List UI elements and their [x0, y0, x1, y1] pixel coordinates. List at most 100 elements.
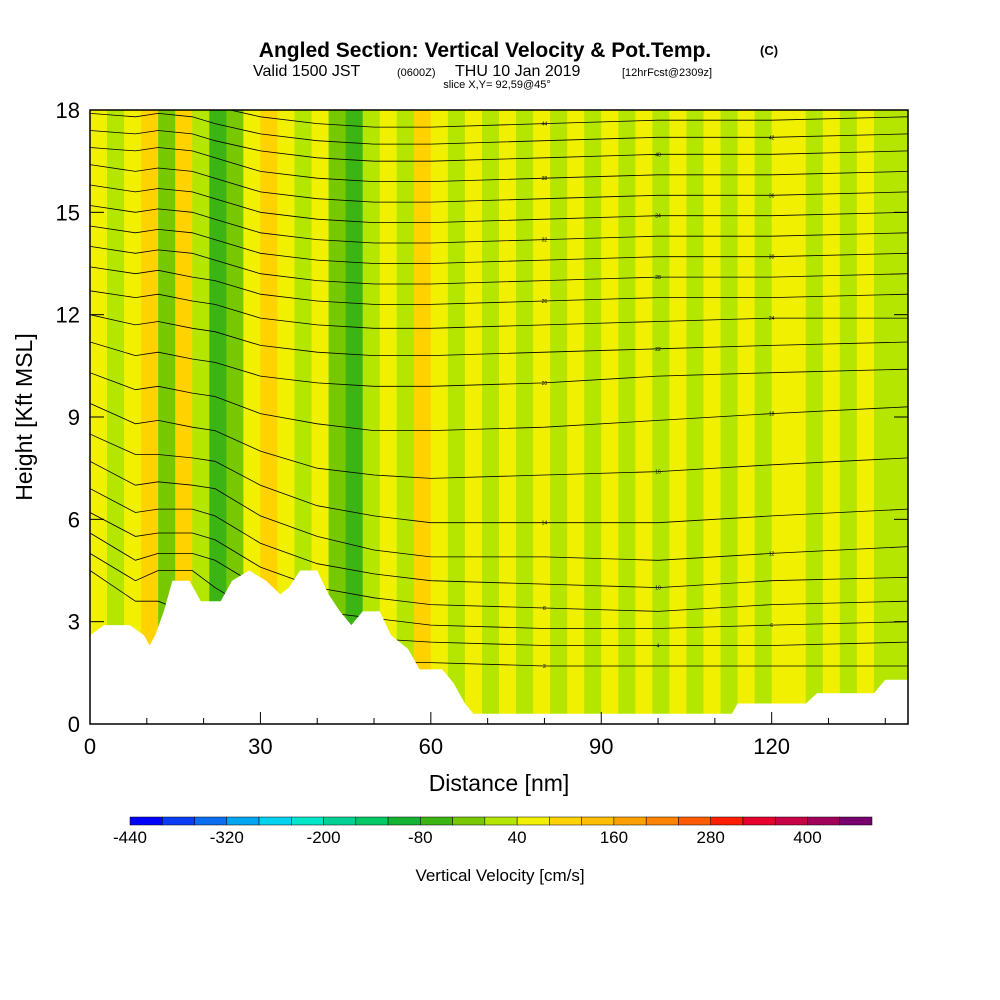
- velocity-band: [516, 110, 534, 724]
- theta-label: 32: [542, 238, 548, 244]
- velocity-band: [141, 110, 159, 724]
- title-unit: (C): [760, 43, 778, 58]
- theta-label: 26: [542, 299, 548, 305]
- velocity-band: [328, 110, 347, 724]
- colorbar-swatch: [807, 816, 840, 826]
- velocity-band: [822, 110, 841, 724]
- colorbar-tick-label: -80: [408, 828, 433, 847]
- theta-contour: [90, 246, 908, 285]
- y-tick-label: 12: [56, 303, 80, 328]
- theta-contour: [90, 147, 908, 182]
- velocity-band: [499, 110, 517, 724]
- theta-label: 28: [655, 275, 661, 281]
- velocity-band: [805, 110, 824, 724]
- colorbar-swatch: [129, 816, 163, 826]
- velocity-band: [839, 110, 858, 724]
- theta-label: 20: [542, 381, 548, 387]
- colorbar-swatch: [420, 816, 453, 826]
- colorbar-swatch: [613, 816, 647, 826]
- theta-label: 44: [542, 122, 548, 128]
- x-tick-label: 0: [84, 734, 96, 759]
- y-tick-label: 15: [56, 200, 80, 225]
- velocity-band: [771, 110, 790, 724]
- theta-label: 8: [543, 606, 546, 612]
- velocity-band: [652, 110, 670, 724]
- colorbar-swatch: [452, 816, 486, 826]
- theta-contour: [90, 341, 908, 387]
- theta-label: 36: [769, 193, 775, 199]
- velocity-band: [533, 110, 551, 724]
- velocity-band: [107, 110, 125, 724]
- theta-label: 4: [657, 644, 660, 650]
- velocity-band: [464, 110, 483, 724]
- y-tick-label: 6: [68, 507, 80, 532]
- theta-label: 12: [769, 551, 775, 557]
- colorbar-swatch: [355, 816, 389, 826]
- velocity-band: [550, 110, 568, 724]
- colorbar-swatch: [710, 816, 744, 826]
- y-tick-label: 0: [68, 712, 80, 737]
- theta-label: 38: [542, 176, 548, 182]
- velocity-band: [754, 110, 773, 724]
- terrain: [90, 570, 908, 724]
- colorbar-swatch: [194, 816, 228, 826]
- x-axis-label: Distance [nm]: [429, 770, 570, 796]
- theta-contour: [90, 433, 908, 524]
- theta-label: 14: [542, 521, 548, 527]
- velocity-band: [635, 110, 653, 724]
- theta-label: 18: [769, 412, 775, 418]
- colorbar-swatch: [742, 816, 776, 826]
- colorbar-tick-label: 400: [793, 828, 821, 847]
- colorbar-swatch: [162, 816, 195, 826]
- colorbar: -440 -320 -200 -80 40 160 280 400: [113, 816, 873, 847]
- velocity-band: [584, 110, 602, 724]
- x-tick-label: 30: [248, 734, 272, 759]
- theta-contour: [90, 205, 908, 244]
- velocity-band: [856, 110, 875, 724]
- velocity-band: [601, 110, 619, 724]
- terrain-mask: [90, 570, 908, 724]
- colorbar-swatch: [258, 816, 292, 826]
- y-tick-label: 18: [56, 98, 80, 123]
- velocity-band: [124, 110, 142, 724]
- velocity-band: [686, 110, 704, 724]
- theta-contour: [90, 130, 908, 162]
- colorbar-tick-label: -200: [307, 828, 341, 847]
- colorbar-swatch: [484, 816, 518, 826]
- theta-label: 10: [655, 586, 661, 592]
- subtitle-date: THU 10 Jan 2019: [455, 63, 581, 80]
- colorbar-tick-label: 280: [697, 828, 725, 847]
- theta-label: 22: [655, 347, 661, 353]
- velocity-band: [720, 110, 739, 724]
- theta-label: 24: [769, 316, 775, 322]
- velocity-band: [669, 110, 687, 724]
- velocity-band: [345, 110, 364, 724]
- subtitle-valid: Valid 1500 JST: [253, 63, 361, 80]
- theta-label: 6: [770, 623, 773, 629]
- velocity-band: [567, 110, 585, 724]
- x-axis: 0 30 60 90 120: [84, 712, 886, 759]
- colorbar-swatch: [839, 816, 873, 826]
- theta-label: 34: [655, 214, 661, 220]
- y-axis: 0 36 9 12 15 18: [56, 98, 908, 737]
- subtitle-forecast: [12hrFcst@2309z]: [622, 67, 712, 79]
- velocity-band: [447, 110, 466, 724]
- colorbar-swatch: [291, 816, 324, 826]
- theta-contour: [90, 184, 908, 223]
- colorbar-swatch: [387, 816, 421, 826]
- theta-contour: [228, 110, 908, 128]
- velocity-band: [737, 110, 756, 724]
- theta-contour: [90, 164, 908, 203]
- theta-contour: [90, 266, 908, 305]
- slice-label: slice X,Y= 92,59@45°: [443, 79, 551, 91]
- velocity-band: [243, 110, 261, 724]
- theta-label: 16: [655, 470, 661, 476]
- colorbar-swatch: [226, 816, 260, 826]
- colorbar-label: Vertical Velocity [cm/s]: [415, 866, 584, 885]
- theta-contour: [90, 112, 908, 145]
- velocity-band: [481, 110, 500, 724]
- y-tick-label: 9: [68, 405, 80, 430]
- theta-label: 42: [769, 135, 775, 141]
